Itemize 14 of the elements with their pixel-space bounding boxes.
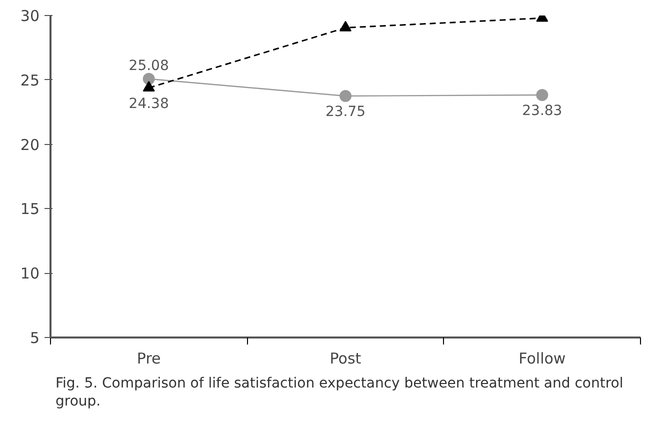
data-label: 23.83 [522, 102, 562, 119]
x-tick-label: Post [330, 350, 362, 368]
data-label: 24.38 [128, 96, 169, 112]
y-tick-label: 15 [20, 200, 40, 218]
data-label: 23.75 [325, 104, 366, 120]
y-tick-label: 30 [20, 7, 40, 25]
y-tick-label: 25 [20, 71, 40, 90]
y-tick-label: 5 [30, 329, 40, 347]
data-label: 25.08 [128, 58, 169, 74]
x-tick-label: Follow [518, 350, 566, 368]
y-tick-label: 10 [20, 264, 40, 283]
x-tick-label: Pre [136, 350, 161, 368]
caption: Fig. 5. Comparison of life satisfaction expectancy between treatment and control group. [56, 376, 624, 410]
y-tick-label: 20 [20, 136, 40, 154]
